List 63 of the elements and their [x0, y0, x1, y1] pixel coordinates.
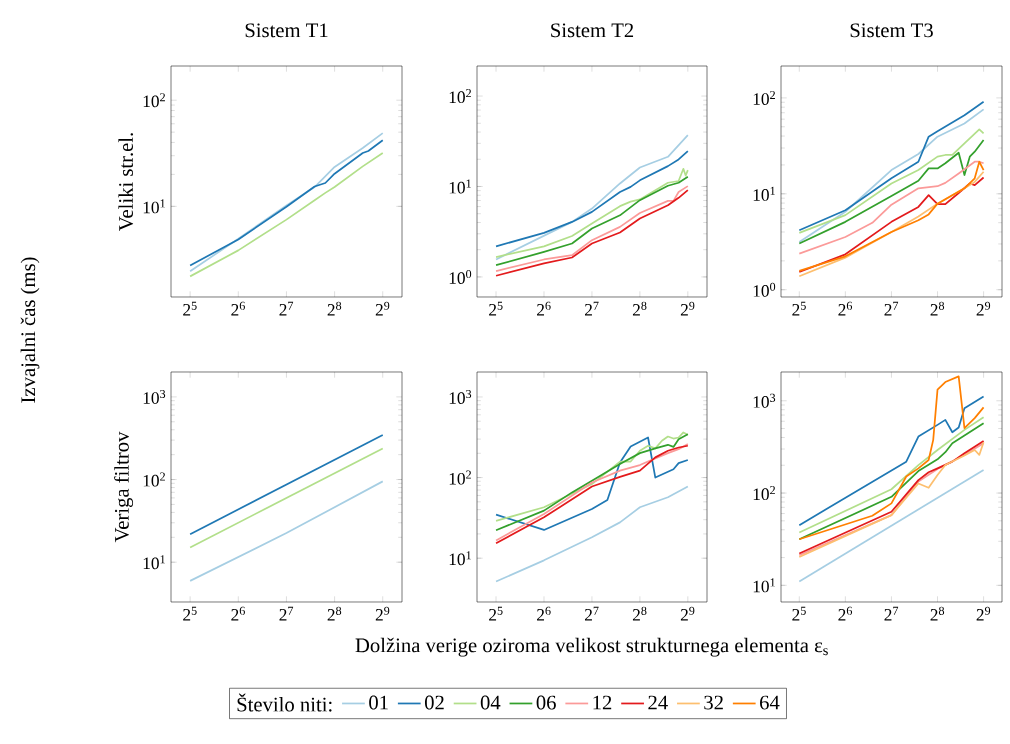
x-tick-label: 2$^{5}$ [489, 301, 503, 316]
x-tick-label: 2$^{5}$ [792, 301, 806, 316]
y-tick-label: 10$^{2}$ [449, 470, 471, 485]
x-tick-label: 2$^{9}$ [680, 606, 695, 621]
y-tick-label: 10$^{2}$ [143, 472, 165, 487]
y-tick-label: 10$^{1}$ [449, 551, 471, 566]
x-tick-label: 2$^{8}$ [327, 301, 342, 316]
legend-label: 24 [648, 695, 668, 710]
legend-label: 64 [760, 695, 780, 710]
y-tick-label: 10$^{2}$ [753, 486, 775, 501]
x-tick-label: 2$^{5}$ [183, 301, 197, 316]
x-tick-label: 2$^{7}$ [884, 606, 899, 621]
y-tick-label: 10$^{3}$ [449, 389, 472, 404]
x-tick-label: 2$^{6}$ [838, 606, 853, 621]
x-tick-label: 2$^{7}$ [279, 301, 294, 316]
y-tick-label: 10$^{1}$ [143, 199, 165, 214]
y-tick-label: 10$^{3}$ [753, 393, 776, 408]
x-tick-label: 2$^{6}$ [231, 301, 245, 316]
legend-label: 12 [593, 695, 612, 710]
chart-title: Sistem T3 [850, 23, 933, 38]
y-tick-label: 10$^{0}$ [753, 282, 776, 297]
legend-label: 02 [424, 695, 444, 710]
x-tick-label: 2$^{5}$ [183, 606, 197, 621]
chart-title: Sistem T1 [245, 23, 328, 38]
x-tick-label: 2$^{6}$ [537, 301, 551, 316]
chart-title: Sistem T2 [551, 23, 634, 38]
y-axis-title: Veriga filtrov [114, 431, 134, 543]
x-tick-label: 2$^{6}$ [838, 301, 853, 316]
y-tick-label: 10$^{3}$ [143, 389, 166, 404]
x-tick-label: 2$^{9}$ [375, 606, 390, 621]
x-tick-label: 2$^{9}$ [375, 301, 390, 316]
y-axis-title: Veliki str.el. [118, 133, 134, 231]
legend-label: 32 [704, 695, 723, 710]
x-tick-label: 2$^{6}$ [537, 606, 551, 621]
x-axis-title: Dolžina verige oziroma velikost strukturnega elementa ε$_{s}$ [355, 637, 828, 657]
x-tick-label: 2$^{9}$ [976, 606, 991, 621]
x-tick-label: 2$^{7}$ [884, 301, 899, 316]
x-tick-label: 2$^{7}$ [585, 606, 599, 621]
x-tick-label: 2$^{9}$ [680, 301, 695, 316]
y-tick-label: 10$^{1}$ [143, 555, 165, 570]
legend-label: 01 [369, 695, 388, 710]
legend-title: Število niti: [237, 693, 332, 712]
legend-label: 06 [536, 695, 556, 710]
x-tick-label: 2$^{5}$ [489, 606, 503, 621]
y-tick-label: 10$^{1}$ [449, 179, 471, 194]
x-tick-label: 2$^{7}$ [585, 301, 599, 316]
x-tick-label: 2$^{6}$ [231, 606, 245, 621]
x-tick-label: 2$^{8}$ [930, 606, 945, 621]
y-tick-label: 10$^{2}$ [753, 90, 775, 105]
x-tick-label: 2$^{9}$ [976, 301, 991, 316]
y-tick-label: 10$^{2}$ [449, 89, 471, 104]
y-tick-label: 10$^{0}$ [449, 269, 472, 284]
y-tick-label: 10$^{1}$ [753, 186, 775, 201]
x-tick-label: 2$^{8}$ [930, 301, 945, 316]
x-tick-label: 2$^{8}$ [327, 606, 342, 621]
x-tick-label: 2$^{8}$ [632, 606, 647, 621]
y-tick-label: 10$^{2}$ [143, 93, 165, 108]
y-tick-label: 10$^{1}$ [753, 578, 775, 593]
x-tick-label: 2$^{5}$ [792, 606, 806, 621]
x-tick-label: 2$^{7}$ [279, 606, 294, 621]
legend-label: 04 [480, 695, 501, 710]
text: Izvajalni čas (ms) [20, 257, 40, 403]
x-tick-label: 2$^{8}$ [632, 301, 647, 316]
